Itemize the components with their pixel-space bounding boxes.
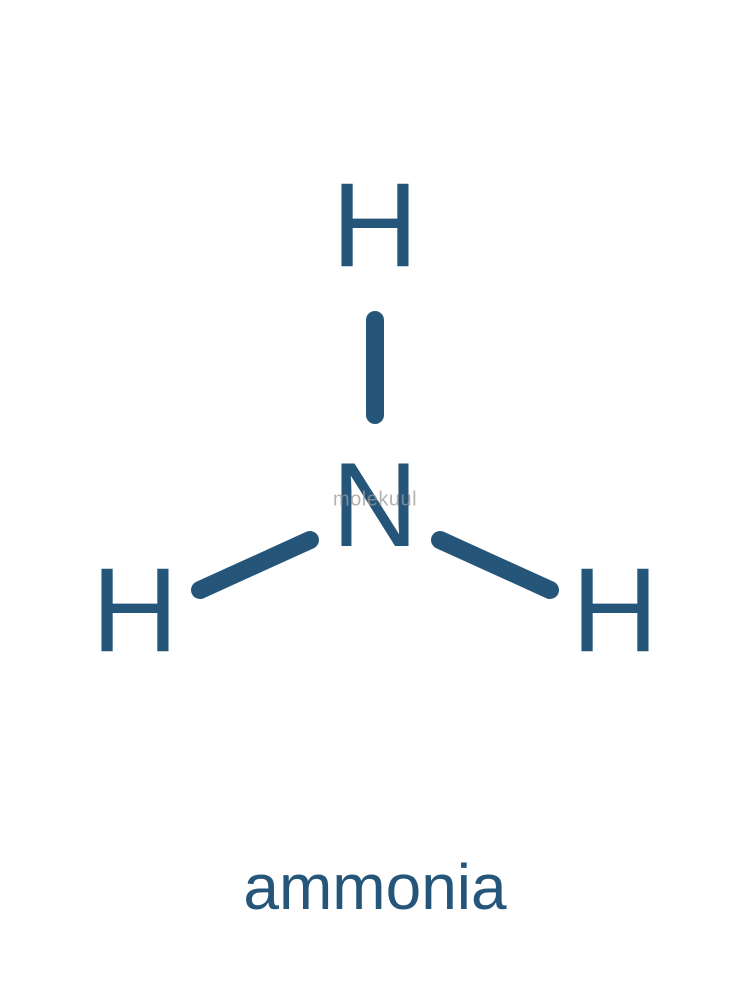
atom-nitrogen: N (332, 445, 419, 565)
diagram-card: N H H H ammonia molekuul (0, 0, 750, 1000)
atom-hydrogen-3: H (572, 550, 659, 670)
bond-line (440, 540, 550, 590)
atom-hydrogen-2: H (92, 550, 179, 670)
molecule-caption: ammonia (243, 855, 506, 919)
bond-line (200, 540, 310, 590)
atom-hydrogen-1: H (332, 165, 419, 285)
structure-canvas: N H H H ammonia molekuul (0, 0, 750, 1000)
